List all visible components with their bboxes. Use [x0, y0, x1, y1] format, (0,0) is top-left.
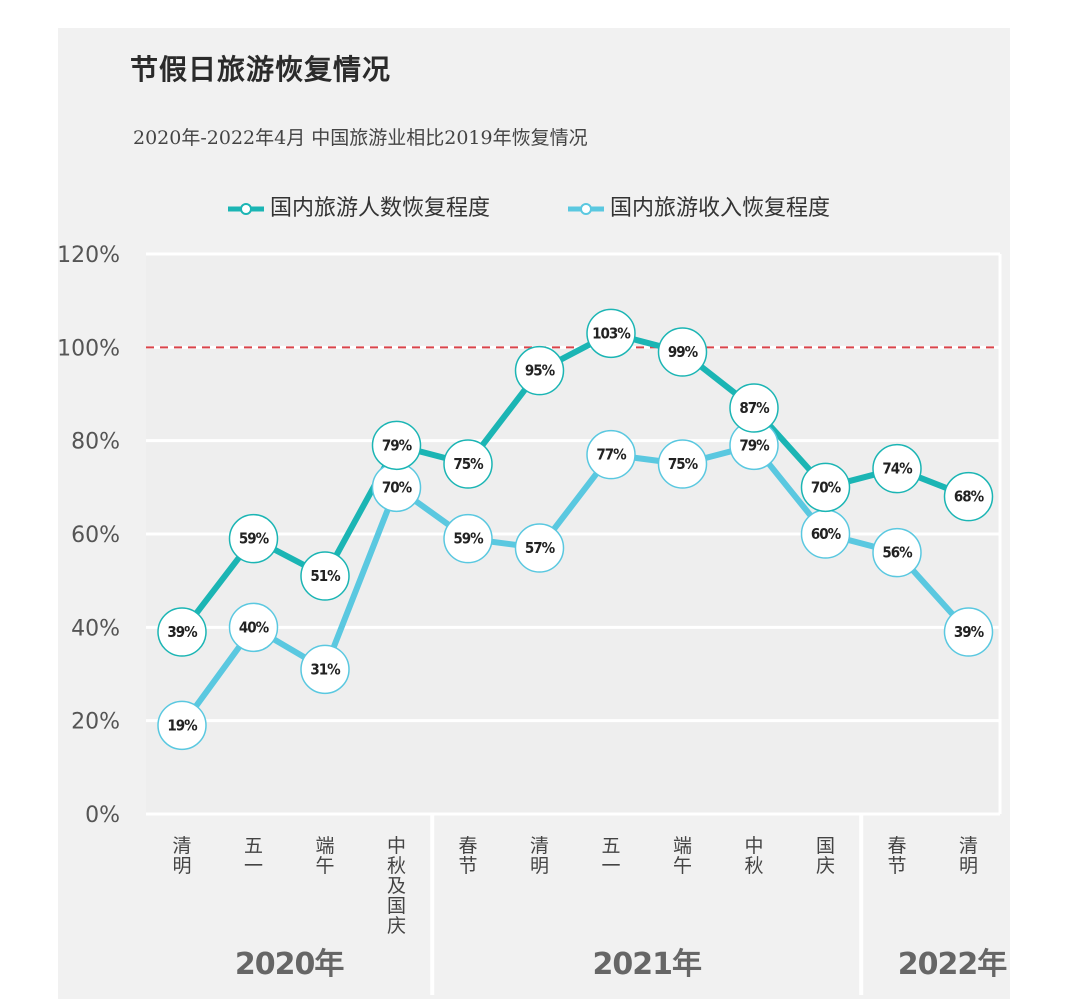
data-label: 59% [453, 530, 484, 548]
data-label: 77% [596, 446, 627, 464]
data-point-marker [943, 471, 994, 522]
data-point-marker [586, 429, 636, 480]
year-group-label: 2021年 [593, 947, 702, 982]
data-point-marker [157, 700, 207, 751]
y-tick-label: 60% [71, 523, 120, 548]
x-tick-label: 清明 [959, 835, 978, 877]
x-tick-label: 中秋及国庆 [387, 835, 406, 937]
legend-line-marker-icon [568, 203, 604, 215]
data-label: 59% [239, 530, 270, 548]
data-point-marker [228, 513, 279, 564]
data-label: 103% [592, 324, 631, 342]
x-tick-label: 五一 [601, 835, 620, 877]
data-label: 79% [382, 436, 413, 454]
data-label: 75% [668, 455, 699, 473]
y-tick-label: 20% [71, 710, 120, 735]
y-tick-label: 100% [57, 336, 120, 361]
data-point-marker [657, 439, 708, 489]
data-label: 95% [525, 362, 556, 380]
data-label: 68% [954, 488, 985, 506]
data-label: 75% [453, 455, 484, 473]
data-label: 79% [739, 436, 770, 454]
year-group-label: 2020年 [235, 947, 344, 982]
x-tick-label: 清明 [172, 835, 191, 877]
data-point-marker [157, 607, 207, 657]
x-tick-label: 春节 [458, 835, 477, 877]
data-label: 74% [882, 460, 913, 478]
data-label: 31% [310, 660, 341, 678]
data-point-marker [514, 523, 565, 573]
x-tick-label: 五一 [244, 835, 263, 877]
data-label: 51% [310, 567, 341, 585]
legend-item-series1: 国内旅游人数恢复程度 [226, 190, 490, 222]
data-label: 87% [739, 399, 770, 417]
data-point-marker [300, 551, 350, 601]
x-tick-label: 春节 [887, 835, 906, 877]
data-label: 39% [167, 623, 198, 641]
data-point-marker [300, 644, 350, 695]
data-point-marker [443, 439, 493, 489]
data-label: 56% [882, 544, 913, 562]
chart-title: 节假日旅游恢复情况 [130, 53, 392, 86]
data-point-marker [943, 607, 994, 657]
x-tick-label: 端午 [315, 835, 334, 877]
data-label: 40% [239, 618, 270, 636]
x-tick-label: 端午 [673, 835, 692, 877]
y-tick-label: 40% [71, 616, 120, 641]
data-point-marker [586, 308, 636, 359]
legend-item-series2: 国内旅游收入恢复程度 [566, 190, 830, 222]
legend-line-marker-icon [228, 203, 264, 215]
y-tick-label: 80% [71, 430, 120, 455]
legend-label-series2: 国内旅游收入恢复程度 [610, 196, 831, 221]
data-point-marker [371, 420, 422, 471]
y-tick-label: 0% [85, 803, 120, 828]
x-tick-label: 国庆 [816, 835, 835, 877]
data-point-marker [514, 345, 565, 396]
data-point-marker [872, 443, 922, 494]
data-label: 70% [811, 478, 842, 496]
data-point-marker [800, 462, 851, 513]
y-tick-label: 120% [57, 243, 120, 268]
data-point-marker [443, 513, 493, 564]
data-label: 70% [382, 478, 413, 496]
data-label: 19% [167, 716, 198, 734]
data-point-marker [872, 527, 922, 578]
x-tick-label: 中秋 [744, 835, 763, 877]
chart-subtitle: 2020年-2022年4月 中国旅游业相比2019年恢复情况 [133, 127, 588, 149]
data-label: 57% [525, 539, 556, 557]
legend-label-series1: 国内旅游人数恢复程度 [270, 196, 491, 221]
data-point-marker [228, 602, 279, 653]
data-point-marker [729, 383, 779, 433]
x-tick-label: 清明 [530, 835, 549, 877]
data-label: 39% [954, 623, 985, 641]
year-group-label: 2022年 [898, 947, 1007, 982]
data-label: 60% [811, 525, 842, 543]
data-point-marker [657, 327, 708, 377]
data-label: 99% [668, 343, 699, 361]
